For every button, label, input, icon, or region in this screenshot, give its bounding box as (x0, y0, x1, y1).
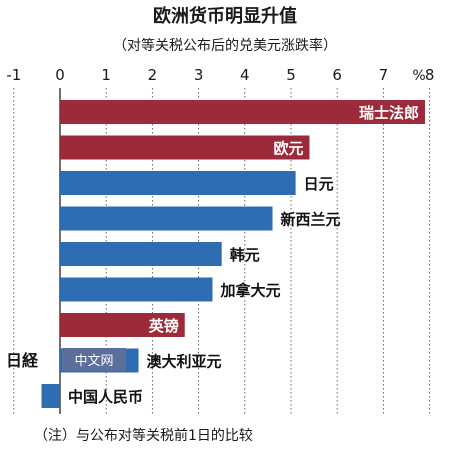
bar-label: 瑞士法郎 (359, 104, 419, 122)
bar (60, 242, 222, 266)
tick-label: 8 (425, 66, 435, 84)
chart-subtitle: （对等关税公布后的兑美元涨跌率） (113, 37, 337, 54)
watermark-box (62, 348, 126, 371)
unit-label: % (412, 68, 425, 84)
bar-label: 澳大利亚元 (147, 353, 222, 371)
bar (60, 100, 425, 124)
tick-label: -1 (6, 66, 21, 84)
footnote: （注）与公布对等关税前1日的比较 (34, 427, 253, 444)
bar-label: 加拿大元 (219, 282, 280, 300)
tick-label: 4 (240, 66, 250, 84)
watermark-text: 中文网 (74, 354, 113, 369)
tick-label: 6 (332, 66, 342, 84)
tick-label: 7 (379, 66, 389, 84)
tick-label: 5 (286, 66, 296, 84)
bar (60, 171, 296, 195)
bar-label: 日元 (304, 175, 334, 193)
bar-label: 韩元 (230, 246, 260, 264)
bar (41, 384, 60, 408)
bar (60, 206, 273, 231)
bar (60, 135, 310, 160)
bar (60, 313, 185, 337)
tick-label: 1 (101, 66, 111, 84)
chart-title: 欧洲货币明显升值 (153, 5, 297, 27)
tick-label: 0 (55, 66, 65, 84)
watermark-logo: 日経 (6, 351, 39, 370)
x-axis-ticks: -1 0 1 2 3 4 5 6 7 8 (6, 66, 434, 84)
bar-label: 新西兰元 (281, 211, 341, 229)
bar (60, 277, 213, 302)
bar-label: 中国人民币 (68, 388, 143, 406)
tick-label: 3 (194, 66, 204, 84)
bar-label: 英镑 (149, 317, 179, 335)
bar-label: 欧元 (273, 140, 303, 158)
watermark: 日経 中文网 (6, 348, 126, 371)
tick-label: 2 (148, 66, 158, 84)
